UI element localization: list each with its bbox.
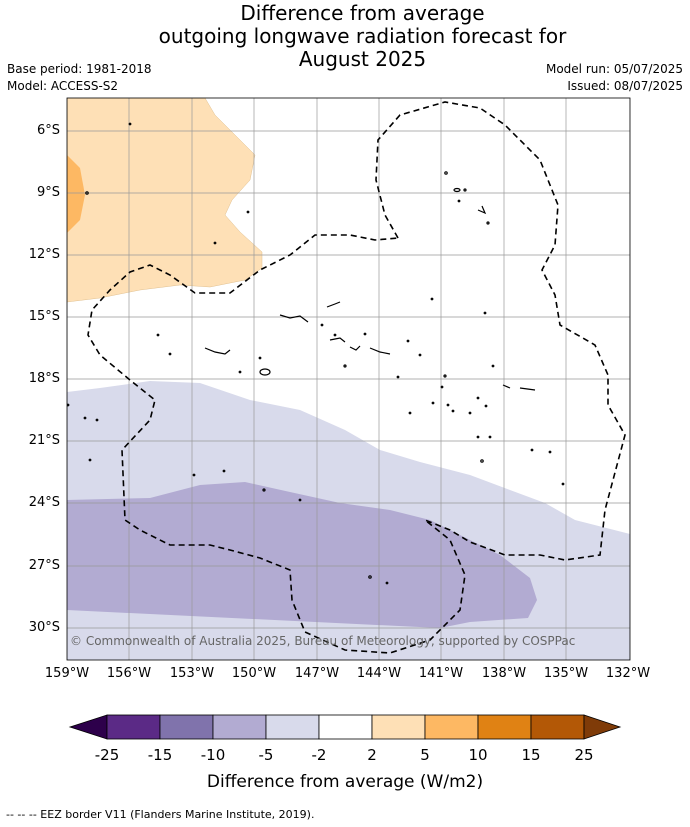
anomaly-region-pos2 <box>67 98 263 303</box>
map-area <box>67 98 630 660</box>
colorbar-tick: 25 <box>574 746 594 764</box>
lon-label-159w: 159°W <box>44 666 90 681</box>
colorbar-bin-neg5 <box>265 714 320 740</box>
colorbar-bin-pos15 <box>530 714 585 740</box>
lat-label-18s: 18°S <box>28 371 60 386</box>
colorbar-tick: 15 <box>521 746 541 764</box>
title-line-2: outgoing longwave radiation forecast for <box>158 24 567 48</box>
lat-label-30s: 30°S <box>28 620 60 635</box>
colorbar-bin-pos2 <box>371 714 426 740</box>
lat-label-21s: 21°S <box>28 433 60 448</box>
lon-label-156w: 156°W <box>106 666 152 681</box>
lat-label-15s: 15°S <box>28 309 60 324</box>
map-copyright: © Commonwealth of Australia 2025, Bureau… <box>70 634 576 648</box>
title-line-1: Difference from average <box>240 1 485 25</box>
lon-label-144w: 144°W <box>356 666 402 681</box>
eez-footnote: -- -- -- EEZ border V11 (Flanders Marine… <box>6 808 315 821</box>
lon-label-141w: 141°W <box>418 666 464 681</box>
eez-border <box>87 101 626 654</box>
model-run: Model run: 05/07/2025 <box>545 62 683 76</box>
colorbar-bin-pos10 <box>477 714 532 740</box>
model-name: Model: ACCESS-S2 <box>7 79 119 93</box>
map-frame <box>66 97 631 661</box>
colorbar-tick: -25 <box>94 746 120 764</box>
colorbar-title: Difference from average (W/m2) <box>206 772 484 792</box>
lon-label-138w: 138°W <box>481 666 527 681</box>
colorbar-tick: -5 <box>258 746 274 764</box>
lat-label-27s: 27°S <box>28 558 60 573</box>
lon-label-135w: 135°W <box>543 666 589 681</box>
lat-label-6s: 6°S <box>36 123 60 138</box>
colorbar-tick: 10 <box>468 746 488 764</box>
colorbar-bin-neg15 <box>159 714 214 740</box>
colorbar-tick: -10 <box>200 746 226 764</box>
lon-label-153w: 153°W <box>169 666 215 681</box>
title-line-3: August 2025 <box>298 47 427 71</box>
base-period: Base period: 1981-2018 <box>7 62 152 76</box>
lat-label-9s: 9°S <box>36 185 60 200</box>
colorbar-tick: -2 <box>311 746 327 764</box>
colorbar-bin-neutral <box>318 714 373 740</box>
colorbar-bin-neg25 <box>106 714 161 740</box>
colorbar-bin-pos5 <box>424 714 479 740</box>
issued-date: Issued: 08/07/2025 <box>567 79 683 93</box>
anomaly-region-pos5 <box>67 155 85 233</box>
lon-label-150w: 150°W <box>231 666 277 681</box>
colorbar-over-arrow <box>583 714 622 740</box>
grid-lines <box>67 98 630 660</box>
colorbar-tick: 2 <box>367 746 377 764</box>
islands <box>67 122 565 585</box>
colorbar-bin-neg10 <box>212 714 267 740</box>
lon-label-132w: 132°W <box>605 666 651 681</box>
colorbar-tick: -15 <box>147 746 173 764</box>
anomaly-region-neg10 <box>67 482 537 628</box>
lat-label-12s: 12°S <box>28 247 60 262</box>
colorbar-under-arrow <box>68 714 108 740</box>
colorbar <box>68 714 622 740</box>
lon-label-147w: 147°W <box>294 666 340 681</box>
lat-label-24s: 24°S <box>28 495 60 510</box>
colorbar-tick: 5 <box>420 746 430 764</box>
